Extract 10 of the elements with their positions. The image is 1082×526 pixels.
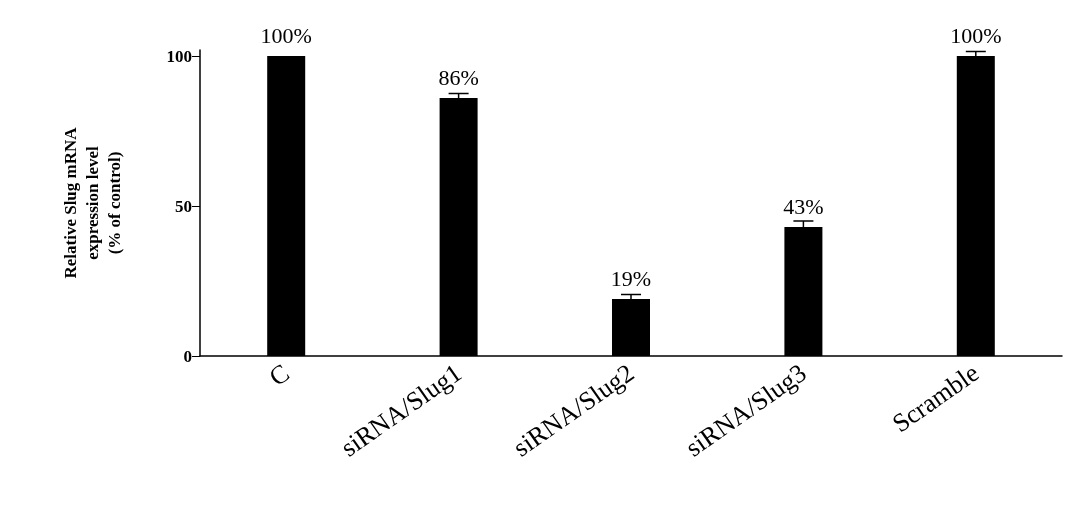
y-tick-label: 100 bbox=[166, 46, 192, 66]
y-tick-label: 0 bbox=[183, 346, 192, 366]
data-label: 43% bbox=[783, 193, 824, 219]
data-label: 19% bbox=[610, 265, 652, 291]
data-label: 100% bbox=[950, 22, 1002, 48]
y-axis-title: Relative Slug mRNA expression level (% of control) bbox=[60, 126, 124, 279]
y-tick-label: 50 bbox=[175, 196, 192, 216]
data-label: 100% bbox=[260, 22, 312, 48]
x-tick-label: C bbox=[263, 358, 295, 392]
data-label: 86% bbox=[438, 64, 479, 90]
